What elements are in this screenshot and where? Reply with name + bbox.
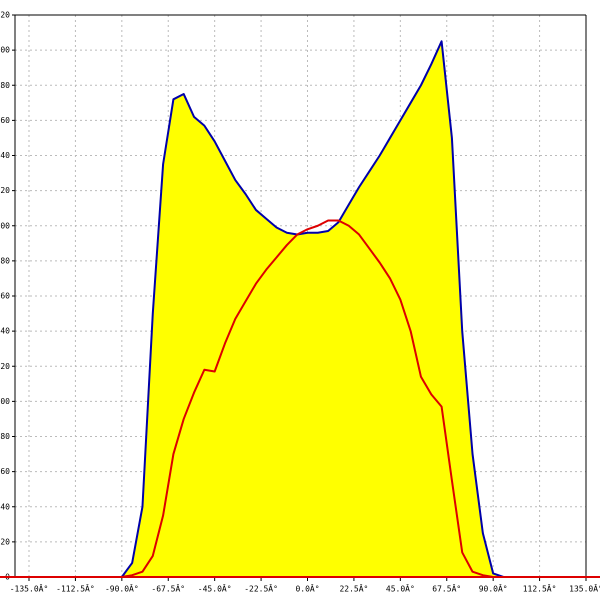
x-tick-label: -135.0Â°: [10, 583, 49, 594]
x-tick-label: 112.5Â°: [523, 583, 557, 594]
x-tick-label: 135.0Â°: [569, 583, 600, 594]
y-tick-label: 300: [0, 46, 10, 55]
y-tick-label: 120: [0, 362, 10, 371]
y-tick-label: 320: [0, 11, 10, 20]
y-tick-label: 200: [0, 221, 10, 230]
y-tick-label: 100: [0, 397, 10, 406]
y-tick-label: 20: [0, 537, 10, 546]
x-tick-label: 22.5Â°: [339, 583, 368, 594]
y-tick-label: 260: [0, 116, 10, 125]
y-tick-label: 220: [0, 186, 10, 195]
x-tick-label: 90.0Â°: [479, 583, 508, 594]
y-tick-label: 240: [0, 151, 10, 160]
x-tick-label: 67.5Â°: [432, 583, 461, 594]
x-tick-label: -112.5Â°: [56, 583, 95, 594]
x-tick-label: 0.0Â°: [295, 583, 319, 594]
y-tick-label: 180: [0, 256, 10, 265]
y-tick-label: 80: [0, 432, 10, 441]
y-tick-label: 280: [0, 81, 10, 90]
x-tick-label: -90.0Â°: [105, 583, 139, 594]
x-tick-label: 45.0Â°: [386, 583, 415, 594]
x-tick-label: -67.5Â°: [151, 583, 185, 594]
y-tick-label: 60: [0, 467, 10, 476]
y-tick-label: 40: [0, 502, 10, 511]
y-tick-label: 140: [0, 327, 10, 336]
y-tick-label: 160: [0, 292, 10, 301]
x-tick-label: -45.0Â°: [198, 583, 232, 594]
x-tick-label: -22.5Â°: [244, 583, 278, 594]
